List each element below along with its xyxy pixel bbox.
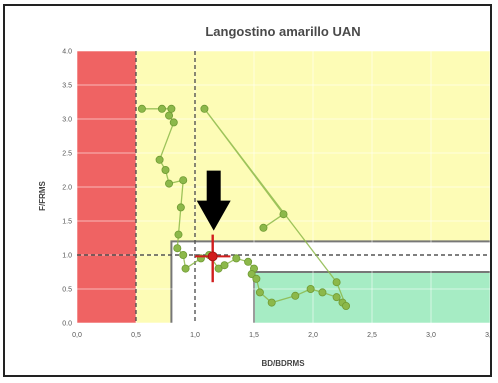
y-tick-label: 0.5 xyxy=(62,287,72,294)
data-point xyxy=(291,291,300,300)
y-axis-ticks: 0.0 0.5 1.0 1.5 2.0 2.5 3.0 3.5 4.0 xyxy=(62,49,72,328)
data-point xyxy=(332,278,341,287)
data-point xyxy=(247,270,256,279)
data-point xyxy=(173,244,182,253)
data-point xyxy=(220,261,229,270)
x-axis-ticks: 0,0 0,5 1,0 1,5 2,0 2,5 3,0 3,5 xyxy=(72,332,490,339)
x-tick-label: 1,0 xyxy=(190,332,200,339)
down-arrow-annotation xyxy=(196,170,231,231)
data-point xyxy=(176,203,185,212)
data-point xyxy=(279,210,288,219)
y-tick-label: 2.0 xyxy=(62,185,72,192)
y-tick-label: 1.0 xyxy=(62,253,72,260)
data-point xyxy=(157,104,166,113)
x-tick-label: 2,5 xyxy=(367,332,377,339)
data-point xyxy=(169,118,178,127)
chart-frame: Langostino amarillo UAN 0,0 0,5 1,0 1,5 2,0 2… xyxy=(3,4,492,377)
x-tick-label: 3,5 xyxy=(485,332,490,339)
data-point xyxy=(137,104,146,113)
x-tick-label: 3,0 xyxy=(426,332,436,339)
x-tick-label: 0,5 xyxy=(131,332,141,339)
data-point xyxy=(267,298,276,307)
y-tick-label: 3.0 xyxy=(62,117,72,124)
data-point xyxy=(181,264,190,273)
full-exploitation-border xyxy=(170,240,490,323)
y-axis-label: F/FRMS xyxy=(38,180,47,210)
data-point xyxy=(244,257,253,266)
y-tick-label: 0.0 xyxy=(62,321,72,328)
data-point xyxy=(318,288,327,297)
data-point xyxy=(165,179,174,188)
data-point xyxy=(214,264,223,273)
series-layer xyxy=(137,104,351,310)
data-point xyxy=(179,176,188,185)
data-point xyxy=(332,293,341,302)
x-axis-label: BD/BDRMS xyxy=(261,359,305,368)
data-point xyxy=(200,104,209,113)
data-point xyxy=(161,165,170,174)
y-tick-label: 4.0 xyxy=(62,49,72,56)
data-point xyxy=(174,230,183,239)
data-point xyxy=(167,104,176,113)
data-point xyxy=(179,250,188,259)
data-point xyxy=(259,223,268,232)
data-point xyxy=(255,288,264,297)
data-point xyxy=(165,111,174,120)
data-point xyxy=(342,301,351,310)
y-tick-label: 3.5 xyxy=(62,83,72,90)
x-tick-label: 1,5 xyxy=(249,332,259,339)
x-tick-label: 0,0 xyxy=(72,332,82,339)
y-tick-label: 2.5 xyxy=(62,151,72,158)
data-point xyxy=(155,155,164,164)
y-tick-label: 1.5 xyxy=(62,219,72,226)
x-tick-label: 2,0 xyxy=(308,332,318,339)
reference-lines xyxy=(77,51,490,323)
chart: Langostino amarillo UAN 0,0 0,5 1,0 1,5 2,0 2… xyxy=(38,24,490,368)
data-point xyxy=(232,254,241,263)
data-point xyxy=(306,284,315,293)
data-point xyxy=(252,274,261,283)
current-point-group xyxy=(195,170,231,283)
current-point xyxy=(207,251,218,262)
chart-title: Langostino amarillo UAN xyxy=(205,24,360,39)
